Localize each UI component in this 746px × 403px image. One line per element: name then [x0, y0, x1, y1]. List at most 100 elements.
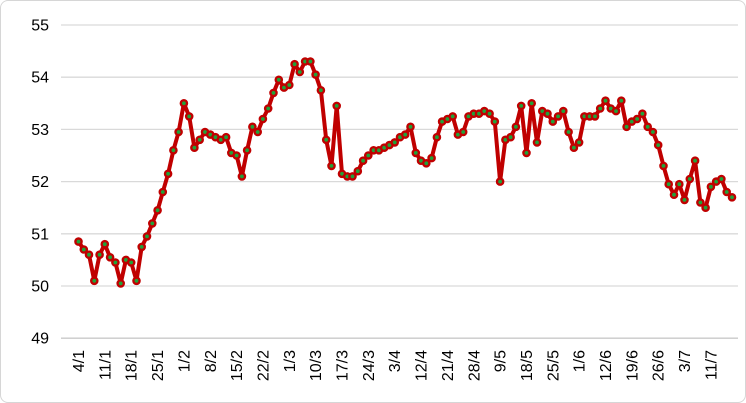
data-point-marker	[675, 179, 684, 189]
data-point-marker	[358, 156, 368, 165]
data-point-marker	[511, 122, 521, 132]
gridlines	[61, 24, 738, 339]
data-point-marker	[601, 96, 610, 105]
data-point-marker	[522, 148, 531, 158]
data-point-marker	[348, 172, 357, 181]
data-point-marker	[432, 132, 442, 142]
data-point-marker	[158, 187, 168, 197]
x-axis-label: 18/5	[519, 350, 536, 381]
data-point-marker	[137, 242, 146, 252]
data-point-marker	[543, 109, 552, 118]
data-point-marker	[400, 130, 410, 139]
data-point-marker	[648, 127, 658, 137]
data-point-marker	[495, 177, 505, 186]
x-axis-label: 19/6	[624, 350, 641, 381]
data-point-marker	[95, 250, 104, 259]
data-point-marker	[559, 106, 568, 116]
data-point-marker	[321, 135, 331, 145]
data-point-marker	[237, 172, 247, 181]
x-axis-label: 22/2	[255, 350, 272, 381]
data-point-marker	[221, 132, 231, 142]
data-point-marker	[696, 198, 705, 207]
x-axis-label: 28/4	[466, 350, 483, 381]
data-point-marker	[611, 106, 621, 116]
x-axis-label: 12/4	[414, 350, 431, 381]
data-point-marker	[638, 109, 647, 118]
data-point-marker	[685, 174, 695, 184]
data-point-marker	[269, 88, 278, 98]
x-axis-label: 17/3	[335, 350, 352, 381]
data-point-marker	[174, 127, 183, 137]
data-point-marker	[411, 148, 421, 158]
x-axis-label: 9/5	[493, 350, 510, 372]
data-point-marker	[147, 219, 157, 228]
data-point-marker	[316, 86, 326, 95]
x-axis-label: 15/2	[229, 350, 246, 381]
data-point-marker	[90, 276, 99, 286]
data-point-marker	[263, 104, 273, 113]
data-point-marker	[706, 182, 716, 192]
data-point-marker	[311, 70, 320, 79]
data-point-marker	[232, 151, 241, 160]
data-point-marker	[142, 232, 152, 241]
data-point-marker	[421, 158, 431, 168]
data-point-marker	[353, 166, 363, 176]
x-axis-label: 3/7	[677, 350, 694, 372]
data-point-marker	[458, 127, 468, 137]
series-line	[76, 59, 734, 286]
data-point-marker	[116, 279, 125, 288]
data-point-marker	[306, 57, 315, 66]
data-point-marker	[569, 143, 579, 152]
data-point-marker	[327, 161, 336, 171]
data-point-marker	[664, 179, 674, 189]
x-axis-labels: 4/1 11/1 18/1 25/1 1/2 8/2 15/2 22/2 1/3 10/3 17/3…	[71, 350, 720, 381]
data-point-marker	[290, 59, 299, 69]
data-point-marker	[680, 195, 689, 205]
data-point-marker	[179, 99, 189, 108]
y-axis-label: 50	[31, 279, 49, 296]
data-point-marker	[295, 67, 305, 77]
data-point-marker	[553, 112, 563, 121]
data-point-marker	[332, 101, 342, 111]
data-point-marker	[190, 143, 199, 152]
data-point-marker	[590, 112, 600, 121]
data-point-marker	[253, 127, 263, 137]
x-axis-label: 1/6	[572, 350, 589, 372]
x-axis-label: 25/1	[150, 350, 167, 381]
x-axis-label: 12/6	[598, 350, 615, 381]
x-axis-label: 26/6	[651, 350, 668, 381]
data-point-marker	[632, 114, 642, 124]
y-axis-label: 51	[31, 226, 49, 243]
y-axis-label: 54	[31, 70, 49, 87]
data-point-marker	[195, 135, 204, 145]
data-point-marker	[242, 145, 252, 155]
y-axis-label: 49	[31, 331, 49, 348]
data-point-marker	[669, 190, 679, 199]
x-axis-label: 11/1	[97, 350, 114, 380]
data-point-marker	[153, 205, 162, 215]
data-point-marker	[363, 151, 373, 160]
data-point-marker	[390, 138, 400, 147]
x-axis-label: 18/1	[124, 350, 141, 381]
x-axis-label: 24/3	[361, 350, 378, 381]
data-point-marker	[701, 203, 710, 212]
data-point-marker	[643, 122, 653, 132]
data-point-marker	[485, 109, 494, 118]
data-point-marker	[84, 250, 94, 259]
data-point-marker	[506, 132, 515, 142]
data-point-marker	[169, 145, 178, 155]
x-axis-label: 10/3	[308, 350, 325, 381]
data-point-marker	[448, 112, 458, 121]
data-point-marker	[574, 138, 584, 147]
data-point-marker	[163, 169, 173, 179]
data-point-marker	[622, 122, 631, 132]
data-point-marker	[126, 258, 136, 267]
y-axis-label: 52	[31, 174, 49, 191]
data-point-marker	[184, 112, 194, 121]
x-axis-label: 1/2	[176, 350, 193, 372]
data-point-marker	[595, 104, 605, 113]
x-axis-label: 8/2	[203, 350, 220, 372]
data-point-marker	[248, 122, 257, 132]
